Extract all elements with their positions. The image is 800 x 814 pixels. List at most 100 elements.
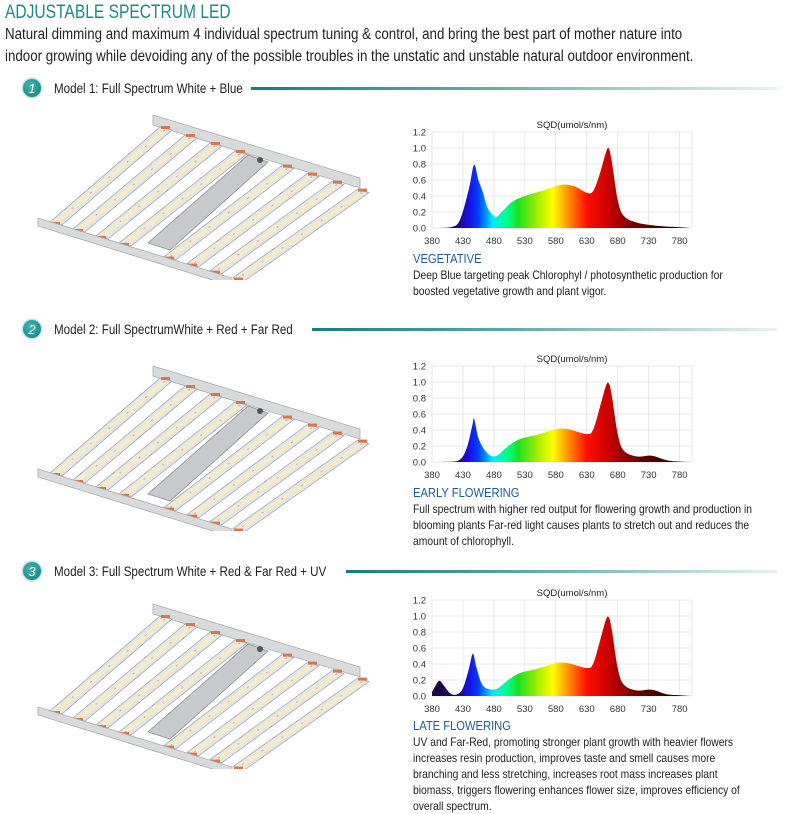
- model-3-section: 3 Model 3: Full Spectrum White + Red & F…: [0, 561, 800, 813]
- led-bar: [118, 401, 248, 498]
- y-tick-label: 1.2: [413, 596, 426, 607]
- bottom-rail: [37, 468, 233, 531]
- y-tick-label: 0.6: [413, 176, 426, 187]
- led-bar: [232, 677, 370, 769]
- y-tick-label: 1.2: [413, 128, 426, 139]
- model-label: Model 2: Full SpectrumWhite + Red + Far …: [54, 321, 293, 337]
- led-bar: [209, 180, 345, 274]
- y-tick-label: 0.6: [413, 644, 426, 655]
- x-tick-label: 630: [579, 470, 595, 481]
- heading-divider: [345, 569, 777, 573]
- spectrum-chart: 0.0 0.2 0.4 0.6 0.8 1.0 1.2 380 430 480 530 580 630 6…: [413, 120, 693, 247]
- x-tick-label: 680: [610, 470, 626, 481]
- x-tick-label: 380: [424, 470, 440, 481]
- stage-description: UV and Far-Red, promoting stronger plant…: [413, 735, 740, 813]
- led-bar: [186, 423, 320, 518]
- y-tick-label: 0.6: [413, 410, 426, 421]
- x-tick-label: 380: [424, 236, 440, 247]
- stage-description: Deep Blue targeting peak Chlorophyl / ph…: [413, 268, 723, 298]
- stage-label: EARLY FLOWERING: [413, 485, 520, 500]
- x-tick-label: 530: [517, 236, 533, 247]
- y-tick-label: 0.8: [413, 160, 426, 171]
- page-title: ADJUSTABLE SPECTRUM LED: [5, 2, 231, 23]
- led-fixture-image: [37, 365, 370, 531]
- x-tick-label: 730: [641, 236, 657, 247]
- x-tick-label: 580: [548, 470, 564, 481]
- y-tick-label: 0.8: [413, 394, 426, 405]
- y-tick-label: 0.2: [413, 208, 426, 219]
- y-tick-label: 1.0: [413, 378, 426, 389]
- bottom-rail: [37, 706, 233, 769]
- led-bar: [186, 172, 320, 267]
- y-tick-label: 0.2: [413, 442, 426, 453]
- x-tick-label: 730: [641, 704, 657, 715]
- x-tick-label: 630: [579, 236, 595, 247]
- model-1-section: 1 Model 1: Full Spectrum White + Blue 0.…: [0, 78, 800, 328]
- y-tick-label: 0.4: [413, 660, 426, 671]
- spectrum-area: [432, 147, 692, 228]
- connector-icon: [257, 408, 263, 414]
- y-tick-label: 0.0: [413, 224, 426, 235]
- top-rail: [152, 114, 361, 189]
- led-bar: [209, 669, 345, 763]
- led-bar: [232, 439, 370, 531]
- chart-title: SQD(umol/s/nm): [537, 354, 608, 365]
- y-tick-label: 0.4: [413, 426, 426, 437]
- x-tick-label: 480: [486, 470, 502, 481]
- spectrum-area: [432, 616, 692, 696]
- x-tick-label: 480: [486, 236, 502, 247]
- chart-title: SQD(umol/s/nm): [537, 588, 608, 599]
- led-fixture-image: [37, 603, 370, 769]
- led-bar: [163, 164, 295, 260]
- x-tick-label: 580: [548, 704, 564, 715]
- x-tick-label: 380: [424, 704, 440, 715]
- x-tick-label: 630: [579, 704, 595, 715]
- led-bar: [118, 639, 248, 736]
- stage-label: LATE FLOWERING: [413, 718, 511, 733]
- x-tick-label: 680: [610, 704, 626, 715]
- led-bar: [163, 653, 295, 749]
- top-rail: [152, 365, 361, 440]
- x-tick-label: 680: [610, 236, 626, 247]
- stage-label: VEGETATIVE: [413, 251, 482, 266]
- spectrum-area: [432, 382, 692, 462]
- led-bar: [232, 188, 370, 280]
- led-bar: [49, 377, 173, 477]
- bottom-rail: [37, 217, 233, 280]
- y-tick-label: 1.0: [413, 144, 426, 155]
- spectrum-chart: 0.0 0.2 0.4 0.6 0.8 1.0 1.2 380 430 480 530 580 630 6…: [413, 588, 693, 715]
- model-label: Model 3: Full Spectrum White + Red & Far…: [54, 563, 327, 579]
- model-heading: 3 Model 3: Full Spectrum White + Red & F…: [22, 561, 777, 581]
- x-tick-label: 780: [672, 470, 688, 481]
- chart-title: SQD(umol/s/nm): [537, 120, 608, 131]
- number-badge-icon: 1: [22, 78, 42, 98]
- y-tick-label: 0.0: [413, 692, 426, 703]
- top-rail: [152, 603, 361, 678]
- model-label: Model 1: Full Spectrum White + Blue: [54, 80, 243, 96]
- x-tick-label: 430: [455, 470, 471, 481]
- heading-divider: [251, 86, 777, 90]
- x-tick-label: 530: [517, 470, 533, 481]
- x-tick-label: 480: [486, 704, 502, 715]
- led-bar: [209, 431, 345, 525]
- intro-text: Natural dimming and maximum 4 individual…: [5, 26, 694, 65]
- x-tick-label: 780: [672, 704, 688, 715]
- model-heading: 1 Model 1: Full Spectrum White + Blue: [22, 78, 777, 98]
- x-tick-label: 430: [455, 704, 471, 715]
- led-bar: [49, 615, 173, 715]
- number-badge-icon: 2: [22, 319, 42, 339]
- x-tick-label: 730: [641, 470, 657, 481]
- led-bar: [72, 385, 198, 484]
- number-badge-icon: 3: [22, 561, 42, 581]
- x-tick-label: 430: [455, 236, 471, 247]
- connector-icon: [257, 646, 263, 652]
- x-tick-label: 530: [517, 704, 533, 715]
- connector-icon: [257, 157, 263, 163]
- led-bar: [186, 661, 320, 756]
- y-tick-label: 1.2: [413, 362, 426, 373]
- x-tick-label: 780: [672, 236, 688, 247]
- led-bar: [95, 631, 223, 729]
- y-tick-label: 0.0: [413, 458, 426, 469]
- y-tick-label: 1.0: [413, 612, 426, 623]
- model-2-section: 2 Model 2: Full SpectrumWhite + Red + Fa…: [0, 319, 800, 569]
